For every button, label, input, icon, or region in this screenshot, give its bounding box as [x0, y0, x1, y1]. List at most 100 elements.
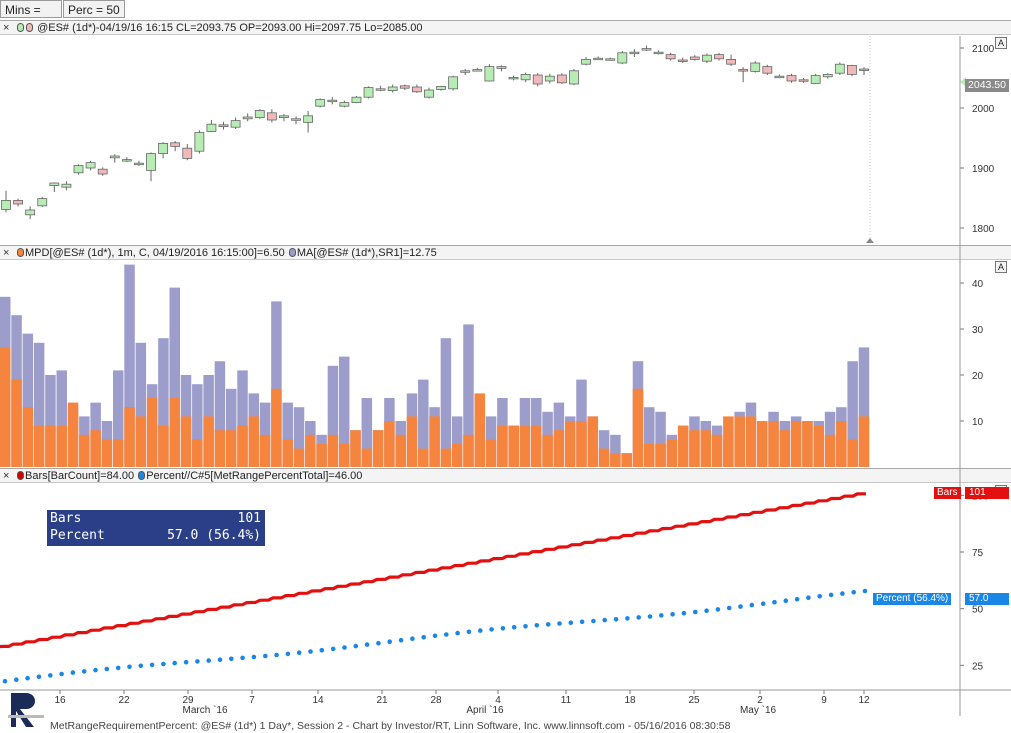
- ma-title: MA[@ES# (1d*),SR1]=12.75: [296, 247, 437, 259]
- down-candle: [798, 79, 809, 82]
- candle: [581, 57, 591, 66]
- down-candle: [677, 59, 688, 62]
- date-axis-label: 18: [624, 695, 636, 706]
- price-axis-label: 1900: [972, 164, 995, 175]
- mpd-bar: [0, 347, 11, 467]
- percent-dot: [217, 657, 223, 662]
- mpd-bar: [112, 439, 124, 467]
- close-icon[interactable]: ×: [3, 247, 10, 259]
- percent-dot: [274, 652, 279, 658]
- candle: [351, 96, 362, 104]
- ma-bar: [610, 434, 621, 467]
- down-candle: [714, 54, 724, 60]
- percent-dot: [738, 604, 743, 609]
- candle: [665, 52, 676, 61]
- mpd-bar: [451, 444, 463, 467]
- candle: [810, 73, 821, 84]
- last-price-pointer: [960, 76, 966, 87]
- percent-dot: [25, 675, 30, 681]
- up-candle: [424, 89, 434, 98]
- up-candle: [508, 77, 519, 80]
- percent-dot: [613, 617, 619, 622]
- mpd-axis-label: 40: [972, 279, 984, 290]
- candle: [25, 206, 36, 219]
- ma-bar: [338, 356, 350, 467]
- candle: [411, 84, 422, 93]
- candle: [134, 160, 144, 167]
- percent-dot: [455, 630, 460, 636]
- autoscale-button-price[interactable]: A: [995, 37, 1007, 49]
- date-axis-label: 21: [376, 695, 388, 706]
- percent-dot: [127, 664, 132, 670]
- date-axis-label: 2: [757, 695, 763, 706]
- up-candle: [472, 69, 483, 72]
- candle: [399, 84, 410, 90]
- down-candle: [411, 86, 422, 93]
- mpd-bar: [271, 388, 282, 467]
- mpd-bar: [237, 425, 248, 467]
- up-candle: [279, 115, 289, 119]
- mpd-bar: [418, 448, 429, 467]
- percent-dot: [296, 650, 302, 655]
- percent-dot: [172, 660, 177, 666]
- bars-axis-label: 50: [972, 605, 984, 616]
- mpd-bar: [757, 421, 768, 467]
- mpd-bar: [79, 434, 90, 467]
- mpd-axis-label: 20: [972, 371, 984, 382]
- candle: [303, 111, 314, 133]
- mpd-bar: [180, 416, 192, 467]
- date-axis-label: 14: [312, 695, 324, 706]
- mpd-chart: [0, 264, 870, 467]
- mpd-bar: [316, 444, 327, 467]
- percent-dot: [511, 625, 517, 630]
- mpd-bar: [824, 434, 836, 467]
- up-candle: [49, 182, 60, 186]
- mpd-bar: [700, 430, 712, 467]
- mpd-panel-header: × MPD[@ES# (1d*), 1m, C, 04/19/2016 16:1…: [0, 245, 1011, 260]
- percent-dot: [806, 595, 811, 600]
- ma-bar: [169, 287, 180, 467]
- month-axis-label: May `16: [740, 704, 777, 716]
- percent-dot: [794, 596, 800, 602]
- percent-legend-icon: [138, 471, 146, 480]
- percent-dot: [466, 629, 472, 635]
- mpd-bar: [146, 398, 158, 467]
- up-candle: [629, 51, 640, 55]
- price-panel-title: @ES# (1d*)-04/19/16 16:15 CL=2093.75 OP=…: [37, 22, 423, 34]
- mpd-bar: [644, 444, 655, 467]
- percent-dot: [670, 612, 675, 617]
- bars-axis-label: 25: [972, 661, 984, 672]
- candle: [230, 117, 241, 129]
- down-candle: [738, 69, 749, 72]
- percent-dot: [342, 645, 347, 650]
- close-icon[interactable]: ×: [3, 470, 10, 482]
- mpd-bar: [282, 439, 293, 467]
- percent-dot: [602, 617, 607, 623]
- candle: [242, 113, 253, 122]
- percent-dot: [591, 618, 596, 624]
- mpd-bar: [836, 421, 847, 467]
- info-bars-label: Bars: [50, 511, 82, 526]
- candle: [460, 69, 471, 75]
- candle: [61, 181, 72, 191]
- candle: [315, 98, 326, 108]
- percent-dot: [410, 636, 415, 641]
- candle: [194, 130, 205, 154]
- candle: [822, 73, 833, 79]
- candle: [182, 144, 193, 161]
- mpd-bar: [485, 439, 497, 467]
- close-icon[interactable]: ×: [3, 22, 10, 34]
- date-axis-label: 25: [688, 695, 700, 706]
- bars-chart: [0, 492, 868, 684]
- mpd-bar: [666, 439, 678, 467]
- autoscale-button-mpd[interactable]: A: [995, 261, 1007, 273]
- percent-dot: [2, 678, 8, 684]
- percent-dot: [659, 613, 664, 618]
- percent-dot: [828, 592, 834, 598]
- candle: [641, 45, 652, 51]
- percent-dot: [251, 654, 257, 660]
- up-candle: [544, 75, 555, 82]
- perc-setting[interactable]: Perc = 50: [63, 0, 125, 18]
- ma-bar: [112, 370, 124, 467]
- percent-dot: [240, 655, 245, 661]
